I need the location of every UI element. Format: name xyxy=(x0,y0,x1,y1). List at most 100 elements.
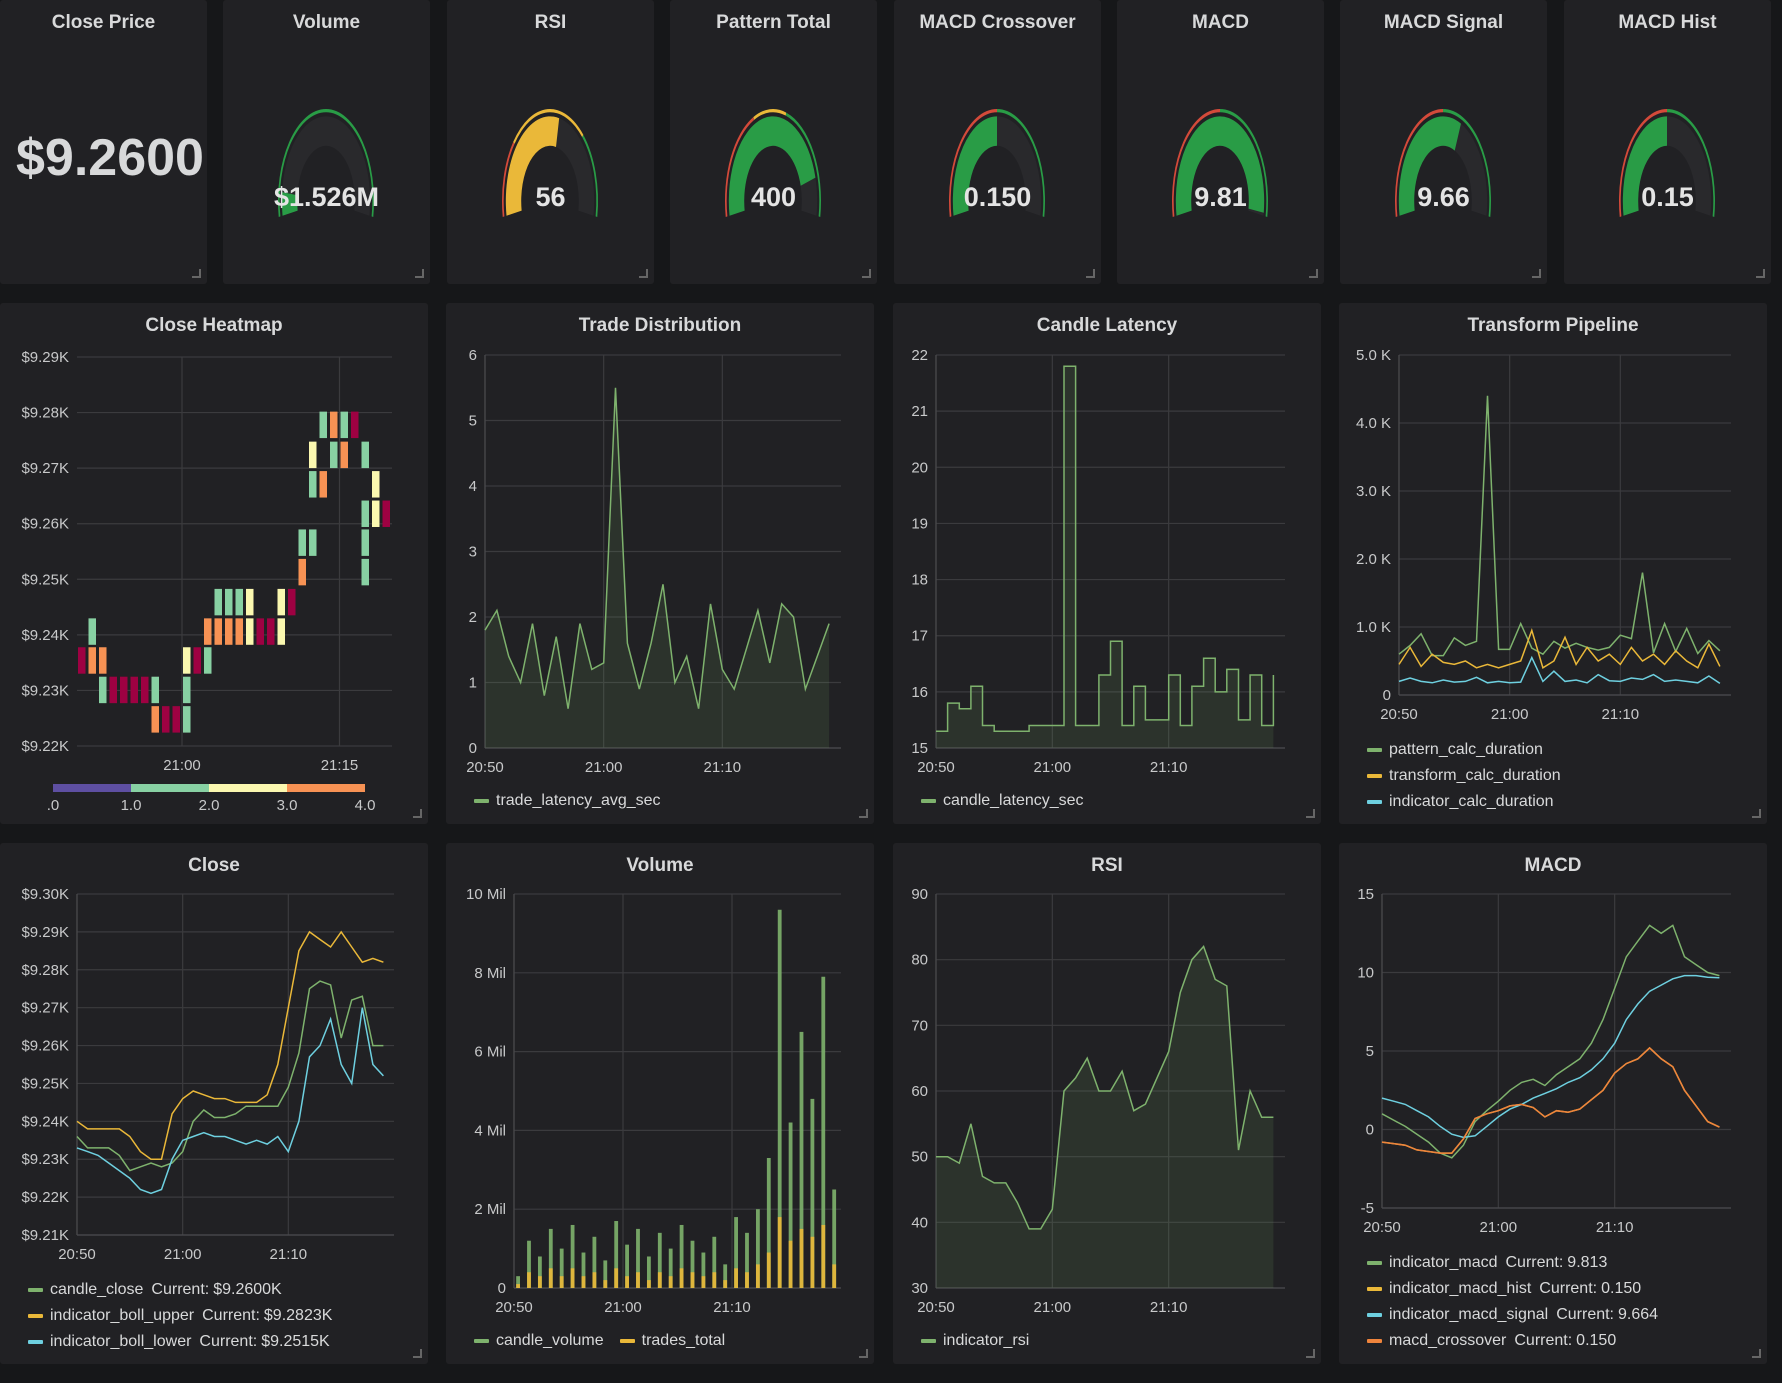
legend-item[interactable]: candle_latency_sec xyxy=(921,792,1084,810)
resize-handle-icon[interactable] xyxy=(1306,1349,1315,1358)
resize-handle-icon[interactable] xyxy=(415,269,424,278)
legend-item[interactable]: indicator_macd_hist Current: 0.150 xyxy=(1367,1280,1641,1298)
gauge xyxy=(1619,109,1715,217)
legend-current-value: $9.2823K xyxy=(263,1307,333,1324)
panel-title[interactable]: MACD xyxy=(1524,855,1582,876)
x-tick-label: 21:10 xyxy=(1150,759,1188,776)
resize-handle-icon[interactable] xyxy=(862,269,871,278)
heatmap-cell xyxy=(267,618,275,645)
legend-swatch xyxy=(28,1288,43,1292)
heatmap-cell xyxy=(298,558,306,586)
resize-handle-icon[interactable] xyxy=(1306,809,1315,818)
heatmap-cell xyxy=(298,529,306,556)
panel-title[interactable]: Pattern Total xyxy=(716,12,831,33)
panel-title[interactable]: Volume xyxy=(292,12,361,33)
resize-handle-icon[interactable] xyxy=(859,809,868,818)
panel-title[interactable]: MACD Signal xyxy=(1383,12,1504,33)
legend-item[interactable]: indicator_rsi xyxy=(921,1332,1029,1350)
heatmap-cell xyxy=(361,500,369,527)
legend-current-label: Current: xyxy=(1514,1332,1573,1349)
heatmap-cell xyxy=(162,706,170,733)
gauge-threshold-segment xyxy=(513,109,584,144)
y-tick-label: 10 Mil xyxy=(466,886,506,903)
legend-current-label: Current: xyxy=(1505,1254,1564,1271)
resize-handle-icon[interactable] xyxy=(413,809,422,818)
gauge-threshold-segment xyxy=(753,108,787,120)
legend-series-name: macd_crossover xyxy=(1389,1332,1507,1349)
legend-current-label: Current: xyxy=(1556,1306,1614,1323)
bar-trades-total xyxy=(614,1268,619,1288)
legend-item[interactable]: trades_total xyxy=(619,1332,725,1350)
gauge xyxy=(1395,109,1491,217)
legend-swatch xyxy=(1367,1339,1382,1343)
resize-handle-icon[interactable] xyxy=(1309,269,1318,278)
bar-candle-volume xyxy=(745,1232,749,1288)
bar-candle-volume xyxy=(777,909,782,1288)
legend-item[interactable]: indicator_boll_upper Current: $9.2823K xyxy=(28,1307,332,1325)
legend-item[interactable]: indicator_calc_duration xyxy=(1367,793,1554,811)
legend-item[interactable]: transform_calc_duration xyxy=(1367,767,1561,785)
legend-item[interactable]: indicator_macd_signal Current: 9.664 xyxy=(1367,1306,1658,1324)
resize-handle-icon[interactable] xyxy=(859,1349,868,1358)
heatmap-cell xyxy=(246,588,254,616)
bar-candle-volume xyxy=(755,1209,760,1288)
y-tick-label: 2 Mil xyxy=(474,1201,506,1218)
panel-title[interactable]: Close xyxy=(188,855,240,876)
bar-trades-total xyxy=(832,1264,837,1288)
resize-handle-icon[interactable] xyxy=(413,1349,422,1358)
panel-title[interactable]: MACD Hist xyxy=(1618,12,1717,33)
area-candle-latency-sec xyxy=(936,366,1274,748)
gauge-threshold-segment xyxy=(725,116,755,217)
y-tick-label: 1.0 K xyxy=(1356,619,1391,636)
legend-current-value: 0.150 xyxy=(1601,1280,1642,1297)
panel-title[interactable]: RSI xyxy=(1091,855,1123,876)
legend-item[interactable]: candle_close Current: $9.2600K xyxy=(28,1281,282,1299)
panel-title[interactable]: Candle Latency xyxy=(1036,315,1178,336)
gauge-arc-group xyxy=(725,108,821,217)
panel-title[interactable]: Transform Pipeline xyxy=(1467,315,1639,336)
panel-title[interactable]: Volume xyxy=(626,855,694,876)
chart-plot: 30 40 50 60 70 80 90 20:50 21:00 21:10 xyxy=(911,886,1285,1316)
resize-handle-icon[interactable] xyxy=(1752,809,1761,818)
resize-handle-icon[interactable] xyxy=(1532,269,1541,278)
y-tick-label: -5 xyxy=(1361,1200,1374,1217)
legend: candle_volume trades_total xyxy=(474,1332,741,1350)
x-tick-label: 21:00 xyxy=(585,759,623,776)
panel-title[interactable]: RSI xyxy=(534,12,567,33)
heatmap-cell xyxy=(225,588,233,616)
heatmap-cell xyxy=(183,676,191,704)
y-tick-label: 17 xyxy=(911,628,928,645)
heatmap-cell xyxy=(183,706,191,733)
panel-title[interactable]: Close Heatmap xyxy=(145,315,283,336)
bar-candle-volume xyxy=(799,1031,804,1288)
legend-item[interactable]: trade_latency_avg_sec xyxy=(474,792,661,810)
resize-handle-icon[interactable] xyxy=(1086,269,1095,278)
y-tick-label: $9.25K xyxy=(21,1075,69,1092)
resize-handle-icon[interactable] xyxy=(1756,269,1765,278)
gauge-threshold-segment xyxy=(582,134,598,217)
legend-item[interactable]: macd_crossover Current: 0.150 xyxy=(1367,1332,1616,1350)
resize-handle-icon[interactable] xyxy=(192,269,201,278)
resize-handle-icon[interactable] xyxy=(1752,1349,1761,1358)
bar-trades-total xyxy=(734,1268,738,1288)
chart-plot: 0 1 2 3 4 5 6 20:50 21:00 21:10 xyxy=(466,347,841,776)
legend-item[interactable]: indicator_boll_lower Current: $9.2515K xyxy=(28,1333,330,1351)
heatmap-cell xyxy=(235,588,243,616)
gauge-value: $1.526M xyxy=(273,182,380,212)
panel-title[interactable]: Trade Distribution xyxy=(578,315,742,336)
panel-title[interactable]: Close Price xyxy=(51,12,156,33)
legend-series-name: pattern_calc_duration xyxy=(1389,741,1543,758)
panel-volume: Volume $1.526M xyxy=(223,0,430,284)
line-indicator-boll-lower xyxy=(76,1007,384,1195)
gauge-fill xyxy=(1398,116,1461,216)
legend-item[interactable]: indicator_macd Current: 9.813 xyxy=(1367,1254,1607,1272)
bar-candle-volume xyxy=(559,1248,564,1288)
panel-title[interactable]: MACD Crossover xyxy=(919,12,1076,33)
legend-item[interactable]: pattern_calc_duration xyxy=(1367,741,1543,759)
bar-trades-total xyxy=(592,1272,597,1288)
panel-title[interactable]: MACD xyxy=(1192,12,1249,33)
resize-handle-icon[interactable] xyxy=(639,269,648,278)
line-candle-close xyxy=(76,980,384,1172)
legend-item[interactable]: candle_volume xyxy=(474,1332,604,1350)
x-tick-label: 21:10 xyxy=(1596,1219,1634,1236)
